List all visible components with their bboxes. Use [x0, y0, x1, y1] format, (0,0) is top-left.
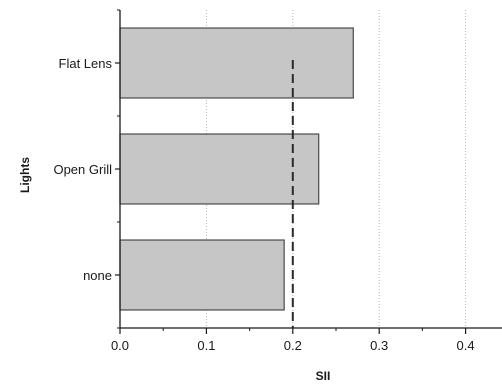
x-tick-label: 0.1 — [197, 338, 215, 353]
bars — [119, 27, 354, 311]
bar-flat-lens — [119, 27, 354, 99]
x-tick-label: 0.0 — [111, 338, 129, 353]
y-axis-title: Lights — [18, 157, 32, 193]
y-tick-label: Flat Lens — [59, 56, 113, 71]
bar-open-grill — [119, 133, 320, 205]
y-ticks: Flat Lens Open Grill none — [53, 9, 120, 329]
x-tick-label: 0.3 — [370, 338, 388, 353]
y-tick-label: none — [83, 268, 112, 283]
x-ticks: 0.0 0.1 0.2 0.3 0.4 — [111, 328, 475, 353]
x-axis-title: SII — [316, 369, 331, 383]
bar-none — [119, 239, 285, 311]
x-tick-label: 0.4 — [457, 338, 475, 353]
y-tick-label: Open Grill — [53, 162, 112, 177]
x-tick-label: 0.2 — [284, 338, 302, 353]
